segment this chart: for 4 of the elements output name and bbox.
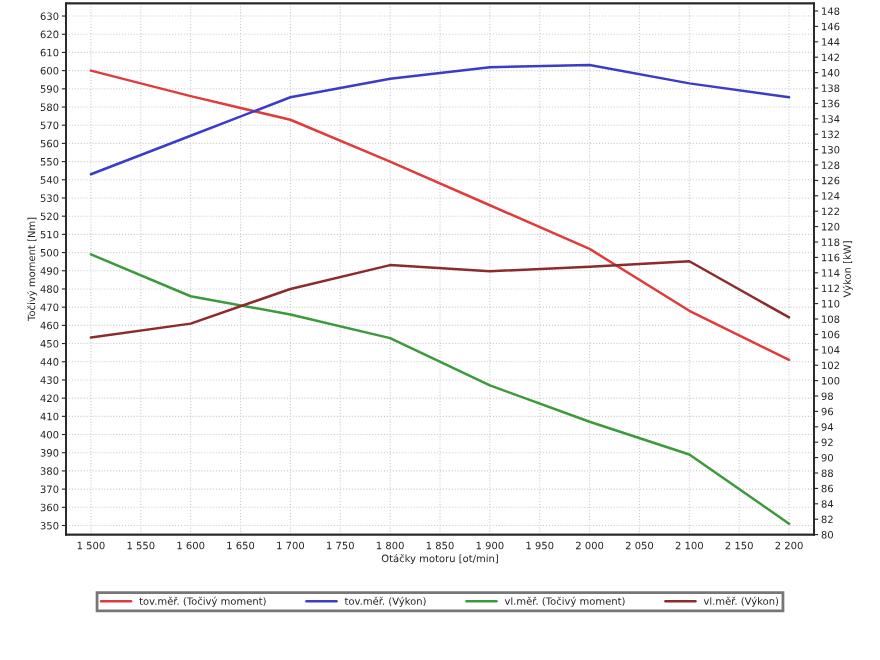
line-series — [89, 260, 791, 339]
line-series — [89, 253, 791, 525]
line-series — [89, 69, 791, 362]
line-series — [89, 63, 791, 176]
